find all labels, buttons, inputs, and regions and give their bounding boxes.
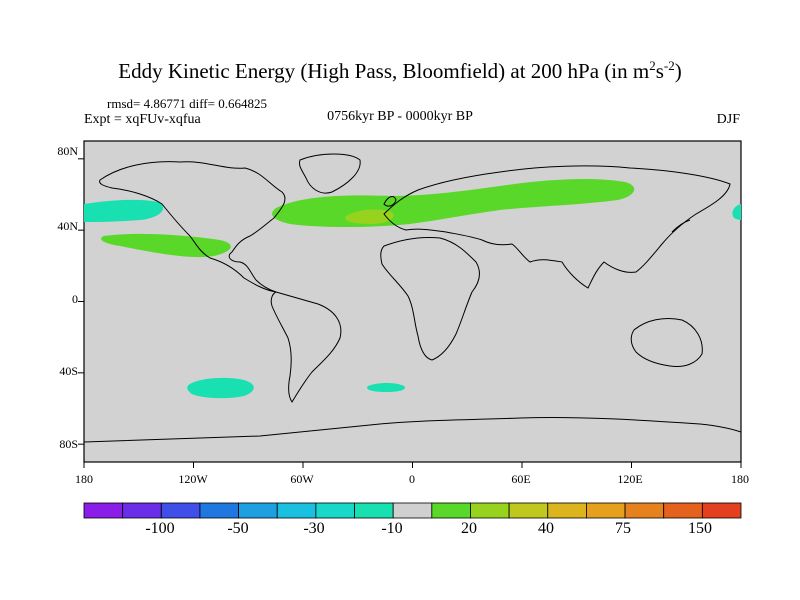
lon-label-60w: 60W (290, 472, 314, 486)
colorbar-label-1: -50 (227, 520, 249, 537)
colorbar-label-2: -30 (303, 520, 325, 537)
colorbar-swatch (470, 502, 510, 519)
eurasia-coast (383, 165, 731, 289)
southern-atlantic-patch (367, 383, 405, 392)
coastlines (83, 153, 742, 443)
colorbar-swatch (431, 502, 471, 519)
colorbar-swatch (663, 502, 703, 519)
colorbar-swatch (122, 502, 162, 519)
lat-label-40s: 40S (59, 364, 78, 378)
colorbar-label-6: 75 (615, 520, 631, 537)
lon-label-60e: 60E (511, 472, 531, 486)
rmsd-diff-stats: rmsd= 4.86771 diff= 0.664825 (107, 96, 267, 111)
greenland-coast (299, 153, 361, 194)
title-unit-exp1: 2 (649, 58, 656, 73)
lon-label-120e: 120E (617, 472, 643, 486)
colorbar-swatch (199, 502, 239, 519)
colorbar-label-7: 150 (688, 520, 712, 537)
lon-label-180w: 180 (75, 472, 93, 486)
north-america-coast (99, 161, 286, 293)
south-america-coast (270, 291, 342, 403)
japan-coast (671, 219, 691, 233)
axis-ticks (78, 158, 742, 468)
lon-label-0: 0 (409, 472, 415, 486)
colorbar-swatch (160, 502, 201, 519)
title-text: Eddy Kinetic Energy (High Pass, Bloomfie… (118, 59, 650, 83)
antarctica-coast (83, 416, 742, 443)
north-atlantic-core (345, 209, 394, 224)
title-unit-exp2: -2 (663, 58, 675, 73)
north-pacific-east-edge (732, 204, 741, 220)
australia-coast (630, 317, 703, 367)
experiment-label: Expt = xqFUv-xqfua (84, 112, 201, 127)
lat-label-80n: 80N (57, 144, 78, 158)
colorbar-label-4: 20 (461, 520, 477, 537)
lon-label-180e: 180 (731, 472, 749, 486)
southern-pacific-patch (187, 377, 254, 399)
uk-coast (383, 196, 397, 207)
colorbar-swatch (392, 502, 433, 519)
colorbar-swatch (83, 502, 124, 519)
north-pacific-west (84, 199, 164, 222)
lat-label-40n: 40N (57, 219, 78, 233)
title-unit-s: s (655, 59, 664, 83)
colorbar-swatch (276, 502, 317, 519)
colorbar-swatch (547, 502, 587, 519)
colorbar-swatch (586, 502, 626, 519)
colorbar-swatch (315, 502, 355, 519)
colorbar-label-3: -10 (381, 520, 403, 537)
chart-title: Eddy Kinetic Energy (High Pass, Bloomfie… (0, 58, 800, 84)
colorbar-swatch (701, 502, 742, 519)
colorbar-swatch (238, 502, 278, 519)
lon-label-120w: 120W (178, 472, 208, 486)
colorbar-label-5: 40 (538, 520, 554, 537)
colorbar-swatch (354, 502, 394, 519)
colorbar-swatch (508, 502, 549, 519)
map-ocean-background (83, 140, 742, 463)
lat-label-80s: 80S (59, 437, 78, 451)
lat-label-eq: 0 (72, 292, 78, 306)
colorbar-label-0: -100 (145, 520, 175, 537)
colorbar-swatch (624, 502, 665, 519)
africa-coast (380, 237, 480, 361)
negative-anomaly-regions (84, 199, 741, 399)
pacific-band (101, 233, 231, 258)
title-close: ) (674, 59, 682, 83)
season-label: DJF (716, 112, 740, 127)
period-label: 0756kyr BP - 0000kyr BP (327, 109, 473, 124)
